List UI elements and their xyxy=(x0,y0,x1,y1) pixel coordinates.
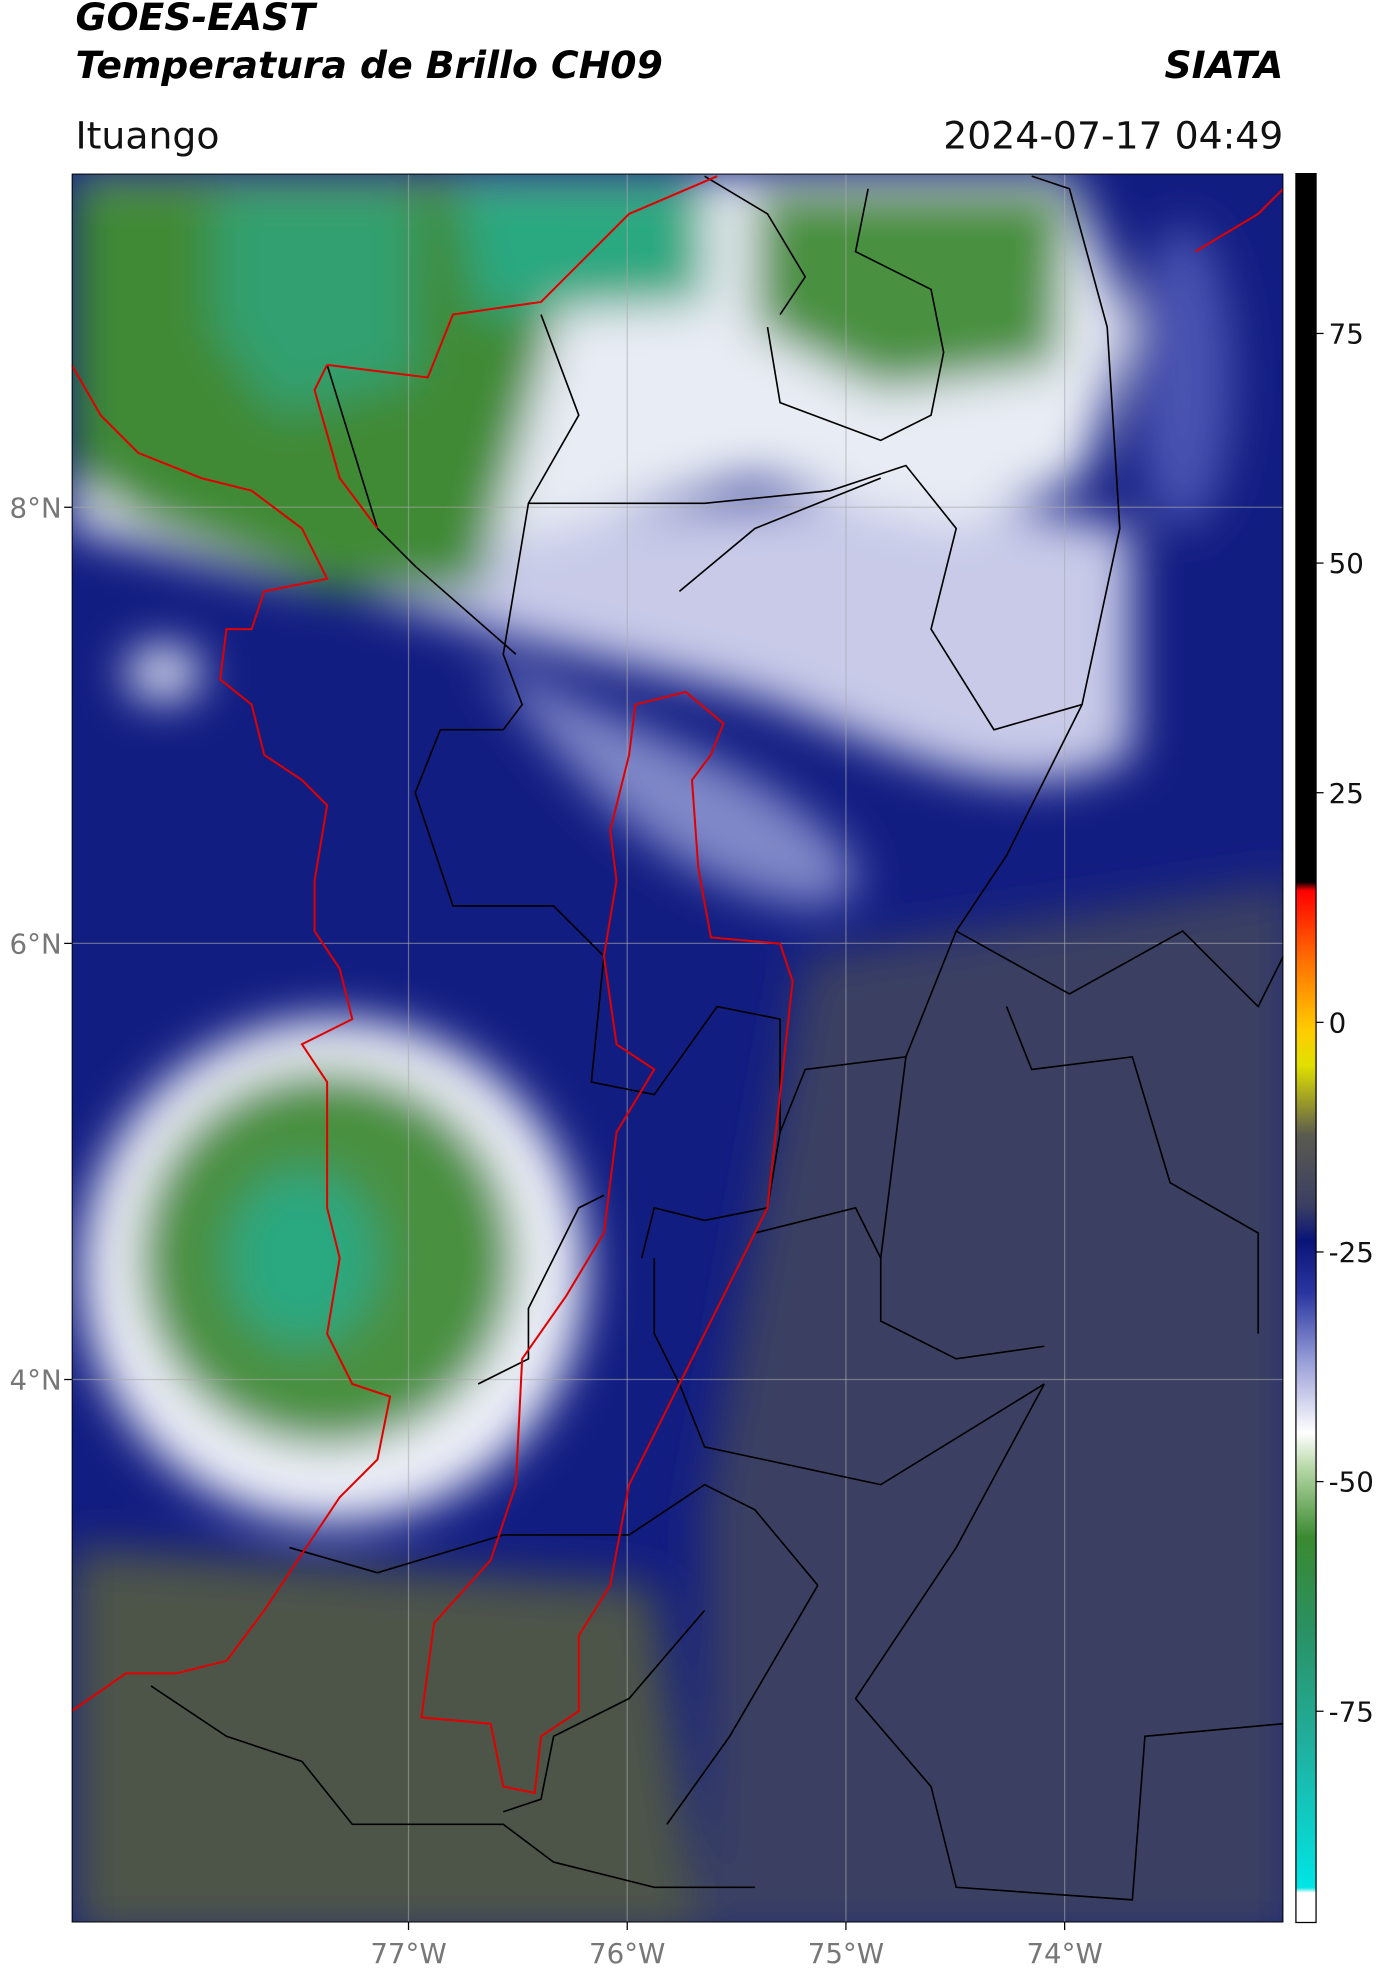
datetime: 2024-07-17 04:49 xyxy=(943,113,1283,157)
subtitle: Temperatura de Brillo CH09 xyxy=(75,43,662,87)
x-tick-label: 77°W xyxy=(370,1937,446,1970)
location: Ituango xyxy=(75,113,219,157)
cloud-fields xyxy=(71,173,1284,1923)
colorbar-tick-label: -50 xyxy=(1329,1466,1374,1499)
colorbar-tick-label: 0 xyxy=(1329,1006,1347,1039)
colorbar-tick-label: 25 xyxy=(1329,777,1364,810)
coastline-and-ituango xyxy=(71,175,1284,1795)
x-tick-label: 75°W xyxy=(808,1937,884,1970)
colorbar-ticks: 75 50 25 0 -25 -50 -75 xyxy=(1316,318,1374,1728)
axes: 77°W 76°W 75°W 74°W 8°N 6°N 4°N xyxy=(10,491,1103,1969)
colorbar-tick-label: 75 xyxy=(1329,318,1364,351)
colorbar-tick-label: -75 xyxy=(1329,1695,1374,1728)
map-imagery xyxy=(71,173,1284,1923)
title: GOES-EAST xyxy=(75,0,318,39)
colorbar-tick-label: -25 xyxy=(1329,1236,1374,1269)
y-tick-label: 8°N xyxy=(10,491,62,524)
y-tick-label: 4°N xyxy=(10,1364,62,1397)
grid xyxy=(71,173,1284,1923)
colorbar xyxy=(1295,172,1317,1924)
admin-boundaries xyxy=(150,175,1284,1901)
x-tick-label: 76°W xyxy=(589,1937,665,1970)
colorbar-tick-label: 50 xyxy=(1329,547,1364,580)
x-tick-label: 74°W xyxy=(1026,1937,1102,1970)
y-tick-label: 6°N xyxy=(10,927,62,960)
credit: SIATA xyxy=(1165,43,1284,87)
